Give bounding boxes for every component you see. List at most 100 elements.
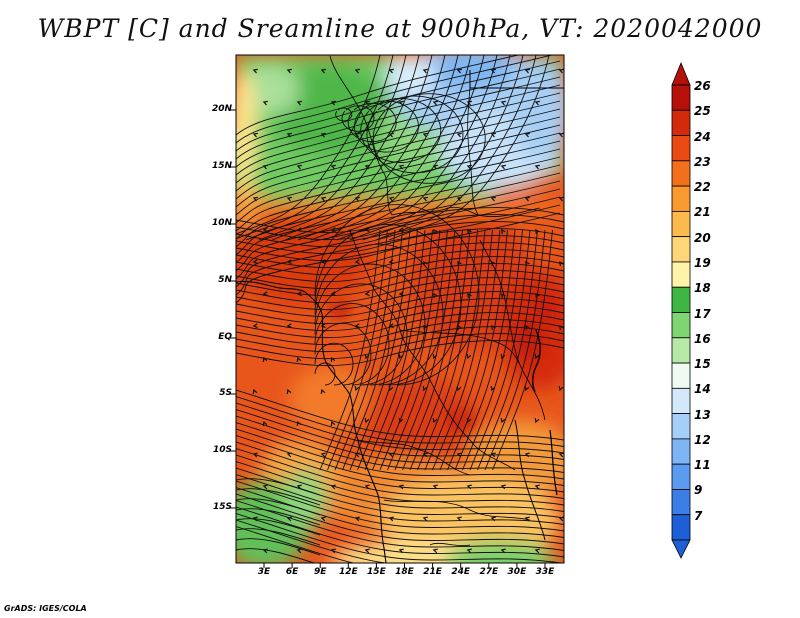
streamline [236, 221, 564, 248]
streamline [236, 513, 564, 563]
streamline [236, 164, 561, 256]
map-frame [235, 54, 565, 564]
streamline-arrow [296, 291, 302, 297]
streamline [245, 55, 407, 241]
streamline-arrow [252, 388, 258, 395]
streamline-arrow [320, 388, 326, 395]
streamline [402, 229, 463, 471]
lat-label: 15N [211, 161, 232, 171]
streamline-arrow [534, 100, 540, 106]
streamline [319, 229, 381, 471]
streamline-arrow [491, 324, 496, 331]
colorbar-swatch [671, 387, 691, 415]
streamline-arrow [388, 132, 394, 138]
streamlines [236, 55, 574, 563]
streamline [236, 76, 561, 168]
streamline-arrow [534, 353, 540, 360]
streamline-arrow [457, 324, 462, 331]
streamline-arrow [432, 164, 438, 170]
streamline [364, 229, 426, 471]
colorbar-label: 20 [694, 230, 711, 245]
streamline [236, 402, 564, 454]
streamline-arrow [388, 385, 394, 392]
streamline [314, 223, 462, 386]
streamline-arrow [388, 516, 394, 522]
streamline-arrow [422, 516, 428, 522]
streamline [334, 229, 396, 471]
streamline-arrow [262, 164, 268, 170]
streamline-arrow [500, 548, 506, 554]
streamline [236, 55, 394, 240]
lon-label: 21E [423, 567, 442, 577]
streamline-arrow [296, 548, 302, 554]
streamline [394, 229, 456, 471]
streamline-arrow [558, 68, 564, 74]
streamline-arrow [398, 417, 404, 424]
streamline-arrow [252, 132, 258, 138]
streamline-arrow [525, 260, 530, 267]
streamline-arrow [570, 549, 574, 553]
colorbar-swatch [671, 463, 691, 490]
streamline-arrow [320, 68, 326, 74]
colorbar-label: 25 [694, 104, 711, 119]
streamline [236, 116, 561, 208]
streamline-arrow [286, 68, 292, 74]
streamline [236, 498, 321, 516]
streamline-arrow [262, 548, 268, 554]
streamline-arrow [569, 418, 573, 422]
streamline-arrow [252, 259, 258, 265]
streamline [236, 454, 564, 506]
streamline-arrow [490, 452, 496, 458]
streamline-arrow [354, 516, 360, 522]
streamline-arrow [320, 452, 326, 458]
streamline [236, 422, 564, 473]
streamline-arrow [535, 292, 540, 299]
streamline [236, 140, 561, 232]
streamline [236, 478, 321, 496]
streamline [342, 229, 403, 471]
streamline-arrow [559, 324, 564, 331]
streamline-arrow [534, 548, 540, 554]
streamline-arrow [534, 484, 540, 490]
streamline-arrow [525, 324, 530, 331]
streamline-arrow [364, 291, 370, 297]
streamline-arrow [501, 228, 506, 235]
streamline [236, 180, 561, 272]
streamline-arrow [423, 324, 428, 331]
colorbar-label: 18 [694, 281, 711, 296]
streamline-arrow [296, 100, 302, 106]
streamline-arrow [364, 100, 370, 106]
lat-label: 20N [211, 104, 232, 114]
colorbar-swatch [671, 236, 691, 263]
streamline [236, 396, 564, 447]
lon-label: 24E [451, 567, 471, 577]
colorbar-label: 22 [694, 180, 711, 195]
streamline-arrow [467, 292, 472, 299]
streamline-arrow [320, 259, 326, 265]
streamline-arrow [364, 548, 370, 554]
streamline [379, 229, 441, 471]
colorbar-label: 13 [694, 407, 711, 422]
streamline-arrow [456, 196, 462, 202]
streamline-arrow [456, 68, 462, 74]
lon-label: 30E [507, 567, 527, 577]
streamline [447, 229, 508, 471]
streamline-arrow [354, 323, 360, 329]
streamline [236, 518, 321, 536]
coastlines [236, 55, 564, 563]
map-title: WBPT [C] and Sreamline at 900hPa, VT: 20… [37, 14, 763, 43]
streamline [375, 55, 537, 241]
streamline [236, 493, 564, 545]
streamline-arrow [262, 227, 268, 233]
colorbar [671, 61, 691, 559]
streamline-arrow [558, 452, 564, 458]
streamline [236, 528, 321, 546]
streamline-arrow [398, 291, 404, 297]
streamline [236, 333, 564, 360]
streamline-arrow [457, 260, 462, 267]
colorbar-bottom-arrow [671, 539, 691, 559]
colorbar-label: 19 [694, 255, 711, 270]
lat-label: EQ [218, 332, 232, 342]
streamline-arrow [354, 452, 360, 458]
